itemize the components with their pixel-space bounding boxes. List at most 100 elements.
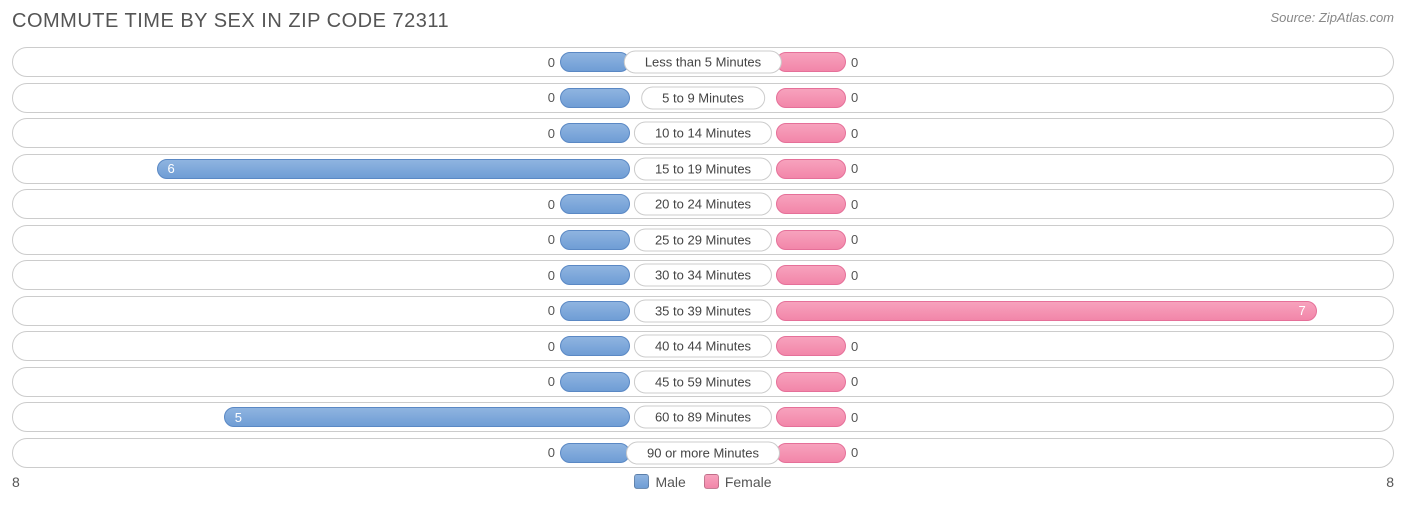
female-half: 0: [703, 368, 1393, 396]
female-bar: 0: [776, 407, 846, 427]
row-label: Less than 5 Minutes: [624, 51, 782, 74]
female-bar: 0: [776, 88, 846, 108]
chart-row: 00Less than 5 Minutes: [12, 47, 1394, 77]
female-value: 0: [851, 339, 858, 354]
female-half: 0: [703, 226, 1393, 254]
chart-row: 0010 to 14 Minutes: [12, 118, 1394, 148]
row-label: 45 to 59 Minutes: [634, 370, 772, 393]
chart-footer: 8 Male Female 8: [12, 474, 1394, 490]
female-half: 0: [703, 48, 1393, 76]
male-half: 0: [13, 190, 703, 218]
female-value: 0: [851, 90, 858, 105]
male-value: 6: [168, 161, 175, 176]
male-value: 0: [548, 339, 555, 354]
male-half: 0: [13, 368, 703, 396]
male-bar: 0: [560, 443, 630, 463]
male-bar: 0: [560, 336, 630, 356]
male-swatch-icon: [634, 474, 649, 489]
male-value: 0: [548, 303, 555, 318]
female-half: 7: [703, 297, 1393, 325]
chart-row: 0020 to 24 Minutes: [12, 189, 1394, 219]
male-value: 0: [548, 445, 555, 460]
male-value: 0: [548, 90, 555, 105]
row-label: 15 to 19 Minutes: [634, 157, 772, 180]
female-value: 0: [851, 161, 858, 176]
chart-row: 0030 to 34 Minutes: [12, 260, 1394, 290]
male-half: 0: [13, 332, 703, 360]
chart-row: 0090 or more Minutes: [12, 438, 1394, 468]
female-half: 0: [703, 119, 1393, 147]
legend-male-label: Male: [655, 474, 685, 490]
male-half: 0: [13, 226, 703, 254]
male-half: 6: [13, 155, 703, 183]
female-half: 0: [703, 190, 1393, 218]
row-label: 30 to 34 Minutes: [634, 264, 772, 287]
row-label: 5 to 9 Minutes: [641, 86, 765, 109]
row-label: 20 to 24 Minutes: [634, 193, 772, 216]
chart-row: 0040 to 44 Minutes: [12, 331, 1394, 361]
female-bar: 0: [776, 123, 846, 143]
female-bar: 0: [776, 372, 846, 392]
diverging-bar-chart: 00Less than 5 Minutes005 to 9 Minutes001…: [12, 47, 1394, 468]
chart-row: 0 7 35 to 39 Minutes: [12, 296, 1394, 326]
female-value: 0: [851, 232, 858, 247]
female-value: 7: [1299, 303, 1306, 318]
row-label: 25 to 29 Minutes: [634, 228, 772, 251]
row-label: 90 or more Minutes: [626, 441, 780, 464]
male-value: 0: [548, 232, 555, 247]
female-half: 0: [703, 332, 1393, 360]
chart-header: COMMUTE TIME BY SEX IN ZIP CODE 72311 So…: [12, 10, 1394, 33]
male-half: 5: [13, 403, 703, 431]
legend: Male Female: [634, 474, 771, 490]
row-label: 60 to 89 Minutes: [634, 406, 772, 429]
male-value: 5: [235, 410, 242, 425]
male-value: 0: [548, 268, 555, 283]
chart-row: 0025 to 29 Minutes: [12, 225, 1394, 255]
male-bar: 0: [560, 265, 630, 285]
male-half: 0: [13, 439, 703, 467]
axis-left-max: 8: [12, 474, 20, 490]
chart-source: Source: ZipAtlas.com: [1270, 10, 1394, 25]
male-bar: 0: [560, 194, 630, 214]
female-value: 0: [851, 197, 858, 212]
chart-row: 005 to 9 Minutes: [12, 83, 1394, 113]
male-bar: 5: [224, 407, 630, 427]
male-bar: 0: [560, 301, 630, 321]
female-value: 0: [851, 445, 858, 460]
legend-female-label: Female: [725, 474, 772, 490]
male-half: 0: [13, 119, 703, 147]
female-swatch-icon: [704, 474, 719, 489]
legend-male: Male: [634, 474, 685, 490]
chart-row: 5060 to 89 Minutes: [12, 402, 1394, 432]
row-label: 35 to 39 Minutes: [634, 299, 772, 322]
female-value: 0: [851, 374, 858, 389]
chart-row: 0045 to 59 Minutes: [12, 367, 1394, 397]
female-value: 0: [851, 55, 858, 70]
female-half: 0: [703, 403, 1393, 431]
female-bar: 0: [776, 52, 846, 72]
female-bar: 0: [776, 336, 846, 356]
female-value: 0: [851, 126, 858, 141]
female-bar: 0: [776, 194, 846, 214]
female-bar: 7: [776, 301, 1317, 321]
female-half: 0: [703, 84, 1393, 112]
male-bar: 0: [560, 230, 630, 250]
chart-row: 6 0 15 to 19 Minutes: [12, 154, 1394, 184]
male-bar: 6: [157, 159, 631, 179]
axis-right-max: 8: [1386, 474, 1394, 490]
row-label: 10 to 14 Minutes: [634, 122, 772, 145]
chart-title: COMMUTE TIME BY SEX IN ZIP CODE 72311: [12, 10, 449, 33]
female-half: 0: [703, 155, 1393, 183]
male-value: 0: [548, 197, 555, 212]
male-half: 0: [13, 48, 703, 76]
female-bar: 0: [776, 230, 846, 250]
male-value: 0: [548, 374, 555, 389]
male-half: 0: [13, 84, 703, 112]
male-value: 0: [548, 55, 555, 70]
female-value: 0: [851, 410, 858, 425]
male-bar: 0: [560, 372, 630, 392]
male-half: 0: [13, 261, 703, 289]
male-bar: 0: [560, 123, 630, 143]
male-value: 0: [548, 126, 555, 141]
female-value: 0: [851, 268, 858, 283]
